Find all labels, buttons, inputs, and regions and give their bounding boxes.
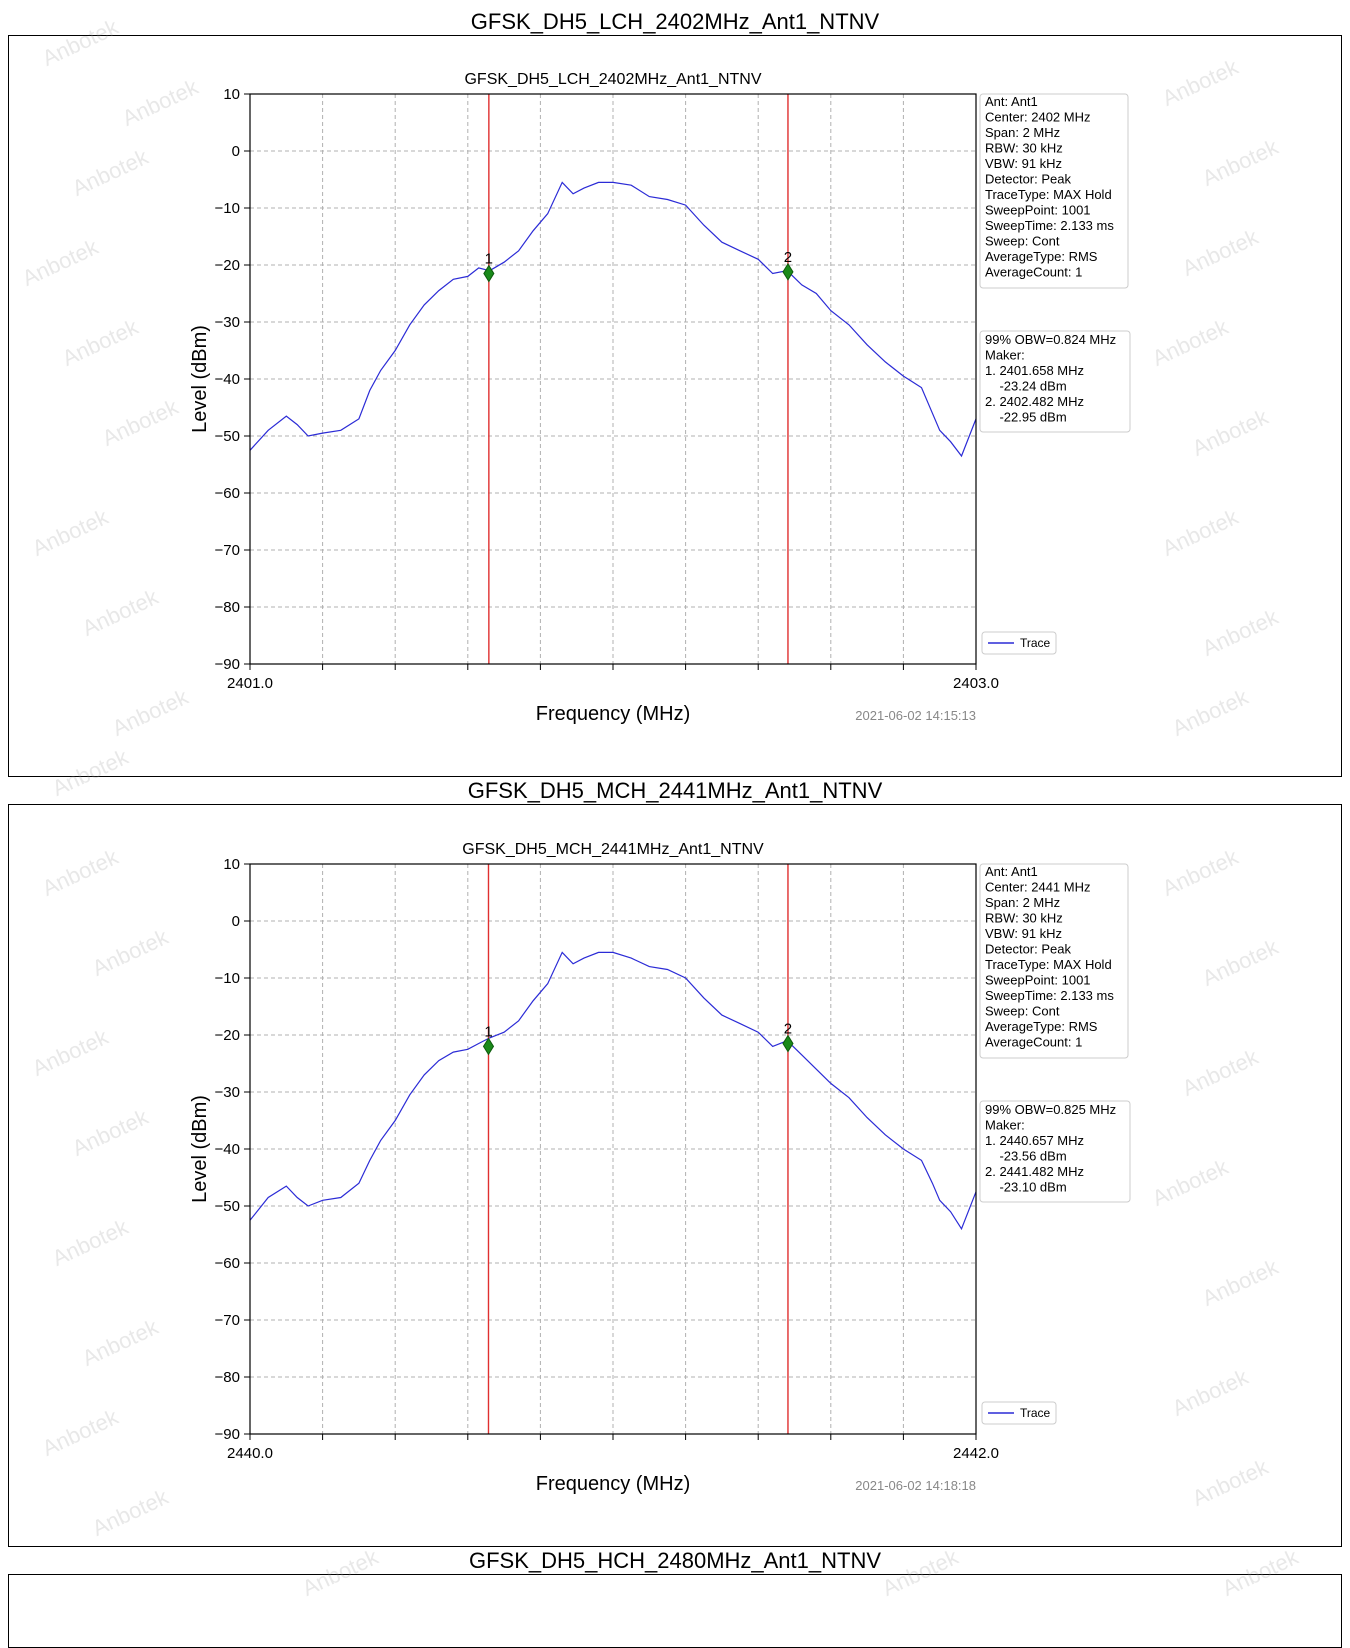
info-box-line: Detector: Peak: [985, 942, 1071, 957]
obw-box-line: 1. 2401.658 MHz: [985, 363, 1084, 378]
info-box-line: RBW: 30 kHz: [985, 141, 1063, 156]
plot-frame: [249, 93, 977, 665]
y-tick-label: −50: [215, 428, 240, 445]
y-tick-label: −50: [215, 1198, 240, 1215]
chart-title: GFSK_DH5_MCH_2441MHz_Ant1_NTNV: [462, 841, 764, 858]
obw-box-line: 2. 2441.482 MHz: [985, 1164, 1084, 1179]
marker-diamond: [782, 262, 794, 281]
y-tick-label: −40: [215, 1141, 240, 1158]
trace-series-line: [249, 181, 977, 458]
x-tick-label: 2401.0: [227, 675, 273, 692]
y-tick-label: −70: [215, 1312, 240, 1329]
y-tick-label: −70: [215, 542, 240, 559]
info-box-line: Center: 2402 MHz: [985, 110, 1091, 125]
info-box-line: AverageType: RMS: [985, 249, 1098, 264]
obw-box-line: 99% OBW=0.825 MHz: [985, 1102, 1116, 1117]
chart-title: GFSK_DH5_LCH_2402MHz_Ant1_NTNV: [464, 71, 761, 88]
info-box-line: AverageType: RMS: [985, 1019, 1098, 1034]
info-box-line: Center: 2441 MHz: [985, 880, 1091, 895]
info-box-line: SweepPoint: 1001: [985, 973, 1091, 988]
x-axis-label: Frequency (MHz): [536, 703, 690, 725]
obw-box-line: -23.24 dBm: [985, 379, 1067, 394]
info-box-line: Ant: Ant1: [985, 864, 1038, 879]
legend-box: [981, 1401, 1057, 1425]
x-tick-label: 2440.0: [227, 1445, 273, 1462]
info-box-line: Sweep: Cont: [985, 234, 1060, 249]
info-box-line: SweepPoint: 1001: [985, 203, 1091, 218]
timestamp-label: 2021-06-02 14:15:13: [855, 708, 976, 723]
y-tick-label: −80: [215, 1369, 240, 1386]
y-tick-label: −90: [215, 1426, 240, 1443]
y-tick-label: −60: [215, 1255, 240, 1272]
legend-box: [981, 631, 1057, 655]
info-box-line: Sweep: Cont: [985, 1004, 1060, 1019]
section-divider: [8, 776, 1342, 777]
y-tick-label: −60: [215, 485, 240, 502]
info-box-line: Ant: Ant1: [985, 94, 1038, 109]
marker-label: 2: [784, 249, 792, 266]
y-tick-label: −90: [215, 656, 240, 673]
obw-box-line: Maker:: [985, 348, 1025, 363]
y-tick-label: 10: [223, 86, 240, 103]
obw-box-line: 1. 2440.657 MHz: [985, 1133, 1084, 1148]
info-box-line: SweepTime: 2.133 ms: [985, 988, 1114, 1003]
info-box-line: TraceType: MAX Hold: [985, 187, 1112, 202]
y-tick-label: −10: [215, 200, 240, 217]
marker-diamond: [482, 1037, 495, 1056]
y-axis-label: Level (dBm): [189, 325, 211, 433]
marker-diamond: [483, 264, 495, 283]
y-tick-label: −30: [215, 314, 240, 331]
y-tick-label: −20: [215, 1027, 240, 1044]
y-tick-label: 10: [223, 856, 240, 873]
marker-label: 1: [485, 251, 493, 268]
info-box-line: SweepTime: 2.133 ms: [985, 218, 1114, 233]
section-title-lch: GFSK_DH5_LCH_2402MHz_Ant1_NTNV: [8, 8, 1342, 36]
info-box-line: VBW: 91 kHz: [985, 926, 1062, 941]
marker-diamond: [782, 1034, 794, 1053]
y-tick-label: 0: [232, 143, 240, 160]
obw-box-line: -23.10 dBm: [985, 1180, 1067, 1195]
info-box: [979, 93, 1129, 289]
spectrum-chart-mch: GFSK_DH5_MCH_2441MHz_Ant1_NTNV 10 0 −10 −20 −…: [189, 841, 1131, 1495]
obw-box-line: -23.56 dBm: [985, 1149, 1067, 1164]
section-title-hch: GFSK_DH5_HCH_2480MHz_Ant1_NTNV: [8, 1547, 1342, 1575]
y-tick-label: −10: [215, 970, 240, 987]
marker-label: 2: [784, 1021, 792, 1038]
section-divider: [8, 1546, 1342, 1547]
x-tick-label: 2403.0: [953, 675, 999, 692]
y-tick-label: −20: [215, 257, 240, 274]
info-box-line: Span: 2 MHz: [985, 125, 1060, 140]
obw-box: [979, 330, 1131, 433]
info-box-line: TraceType: MAX Hold: [985, 957, 1112, 972]
y-tick-label: −40: [215, 371, 240, 388]
obw-box-line: Maker:: [985, 1118, 1025, 1133]
info-box-line: Span: 2 MHz: [985, 895, 1060, 910]
info-box-line: Detector: Peak: [985, 172, 1071, 187]
y-axis-label: Level (dBm): [189, 1095, 211, 1203]
obw-box: [979, 1100, 1131, 1203]
marker-label: 1: [484, 1023, 492, 1040]
legend-label: Trace: [1020, 636, 1051, 650]
obw-box-line: -22.95 dBm: [985, 410, 1067, 425]
section-title-mch: GFSK_DH5_MCH_2441MHz_Ant1_NTNV: [8, 777, 1342, 805]
info-box-line: VBW: 91 kHz: [985, 156, 1062, 171]
info-box-line: AverageCount: 1: [985, 1035, 1082, 1050]
timestamp-label: 2021-06-02 14:18:18: [855, 1478, 976, 1493]
obw-box-line: 99% OBW=0.824 MHz: [985, 332, 1116, 347]
trace-series-line: [249, 951, 977, 1231]
y-tick-label: 0: [232, 913, 240, 930]
obw-box-line: 2. 2402.482 MHz: [985, 394, 1084, 409]
legend-label: Trace: [1020, 1406, 1051, 1420]
y-tick-label: −30: [215, 1084, 240, 1101]
info-box-line: RBW: 30 kHz: [985, 911, 1063, 926]
x-axis-label: Frequency (MHz): [536, 1473, 690, 1495]
spectrum-chart-lch: GFSK_DH5_LCH_2402MHz_Ant1_NTNV 10 0 −10 −20 −…: [189, 71, 1131, 725]
y-tick-label: −80: [215, 599, 240, 616]
plot-frame: [249, 863, 977, 1435]
x-tick-label: 2442.0: [953, 1445, 999, 1462]
info-box: [979, 863, 1129, 1059]
info-box-line: AverageCount: 1: [985, 265, 1082, 280]
